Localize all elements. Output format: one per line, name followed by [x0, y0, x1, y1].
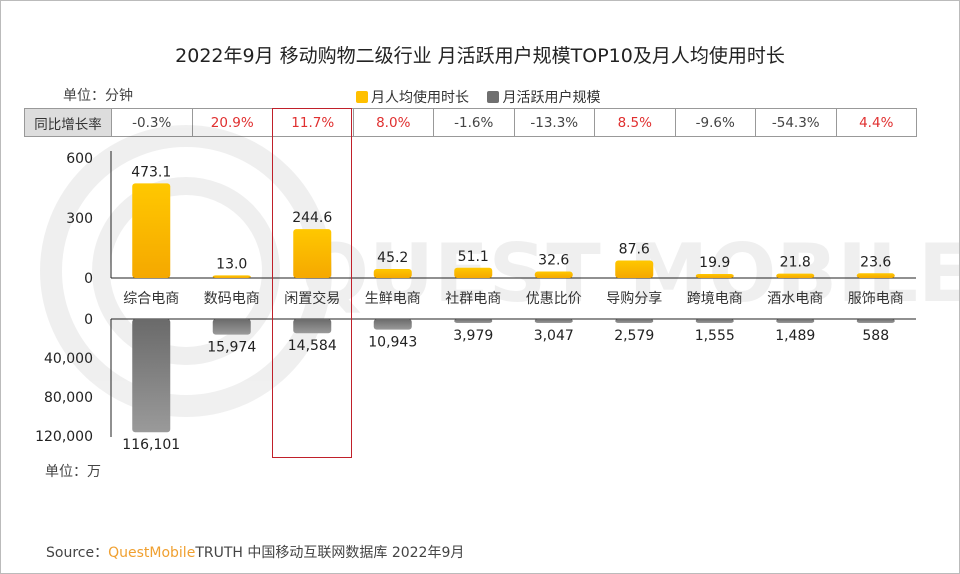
mau-value-label: 588	[862, 328, 889, 344]
duration-value-label: 19.9	[699, 255, 730, 271]
category-label: 酒水电商	[767, 291, 823, 307]
category-label: 生鲜电商	[365, 291, 421, 307]
legend-item-mau: 月活跃用户规模	[487, 90, 600, 106]
top-y-tick: 0	[84, 271, 93, 287]
category-label: 跨境电商	[687, 291, 743, 307]
category-label: 导购分享	[606, 290, 662, 307]
mau-value-label: 1,555	[695, 328, 735, 344]
duration-value-label: 21.8	[780, 255, 811, 271]
duration-bar	[776, 273, 815, 278]
duration-bar	[132, 183, 171, 278]
category-label: 闲置交易	[284, 290, 340, 307]
legend-label: 月活跃用户规模	[502, 90, 601, 106]
mau-bar	[212, 319, 251, 335]
mau-bar	[695, 319, 734, 323]
legend-swatch-duration	[356, 91, 368, 103]
yoy-cell: -0.3%	[111, 108, 193, 137]
bottom-y-tick: 0	[84, 312, 93, 328]
source-prefix: Source：	[46, 545, 109, 561]
mau-value-label: 3,979	[453, 328, 493, 344]
mau-bar	[615, 319, 654, 323]
duration-value-label: 32.6	[538, 252, 569, 268]
duration-bar	[856, 273, 895, 278]
mau-bar	[454, 319, 493, 323]
duration-bar	[695, 274, 734, 278]
duration-bar	[373, 268, 412, 278]
category-label: 优惠比价	[526, 291, 582, 307]
mau-value-label: 10,943	[368, 335, 417, 351]
duration-value-label: 13.0	[216, 256, 247, 272]
mau-value-label: 15,974	[207, 340, 256, 356]
source-brand: QuestMobile	[108, 545, 196, 561]
unit-top-label: 单位：分钟	[63, 88, 133, 104]
mau-bar	[293, 319, 332, 334]
duration-bar	[454, 267, 493, 278]
bottom-y-tick: 120,000	[35, 429, 93, 445]
mau-value-label: 14,584	[288, 338, 337, 354]
category-label: 数码电商	[204, 291, 260, 307]
yoy-cell: -1.6%	[433, 108, 515, 137]
yoy-row-label: 同比增长率	[24, 108, 112, 137]
yoy-cell: -9.6%	[674, 108, 756, 137]
mau-bar	[373, 319, 412, 330]
duration-value-label: 51.1	[458, 249, 489, 265]
mau-value-label: 2,579	[614, 328, 654, 344]
bottom-y-tick: 40,000	[44, 351, 93, 367]
legend-item-duration: 月人均使用时长	[356, 90, 469, 106]
category-label: 服饰电商	[848, 291, 904, 307]
top-y-tick: 600	[66, 151, 93, 167]
mau-bar	[856, 319, 895, 323]
source-note: Source：QuestMobileTRUTH 中国移动互联网数据库 2022年…	[46, 542, 464, 562]
mau-bar	[534, 319, 573, 323]
duration-value-label: 473.1	[131, 164, 171, 180]
yoy-cell: 11.7%	[272, 108, 354, 137]
duration-value-label: 23.6	[860, 254, 891, 270]
yoy-cell: 8.0%	[352, 108, 434, 137]
yoy-table: 同比增长率 -0.3% 20.9% 11.7% 8.0% -1.6% -13.3% 8.5% -…	[24, 108, 917, 137]
category-label: 社群电商	[445, 291, 501, 307]
duration-bar	[534, 271, 573, 278]
source-text: TRUTH 中国移动互联网数据库 2022年9月	[195, 545, 465, 561]
legend-swatch-mau	[487, 91, 500, 103]
category-label: 综合电商	[123, 291, 179, 307]
bottom-y-tick: 80,000	[44, 390, 93, 406]
chart-title: 2022年9月 移动购物二级行业 月活跃用户规模TOP10及月人均使用时长	[175, 45, 785, 67]
duration-value-label: 87.6	[619, 241, 650, 257]
mau-value-label: 3,047	[534, 328, 574, 344]
mau-bar	[132, 319, 171, 433]
duration-bar	[212, 275, 251, 278]
yoy-cell: 4.4%	[835, 108, 917, 137]
mau-value-label: 116,101	[122, 437, 180, 453]
watermark: QUEST MOBILE	[40, 125, 959, 417]
yoy-cell: -54.3%	[755, 108, 837, 137]
top-y-tick: 300	[66, 211, 93, 227]
duration-bar	[615, 260, 654, 278]
mau-value-label: 1,489	[775, 328, 815, 344]
legend: 月人均使用时长 月活跃用户规模	[356, 87, 600, 107]
unit-bottom-label: 单位：万	[45, 464, 101, 480]
duration-value-label: 45.2	[377, 250, 408, 266]
yoy-cell: -13.3%	[513, 108, 595, 137]
yoy-cell: 8.5%	[594, 108, 676, 137]
mau-bar	[776, 319, 815, 323]
duration-bar	[293, 229, 332, 278]
yoy-cell: 20.9%	[191, 108, 273, 137]
legend-label: 月人均使用时长	[371, 90, 469, 106]
highlight-box	[272, 108, 352, 458]
duration-value-label: 244.6	[292, 210, 332, 226]
